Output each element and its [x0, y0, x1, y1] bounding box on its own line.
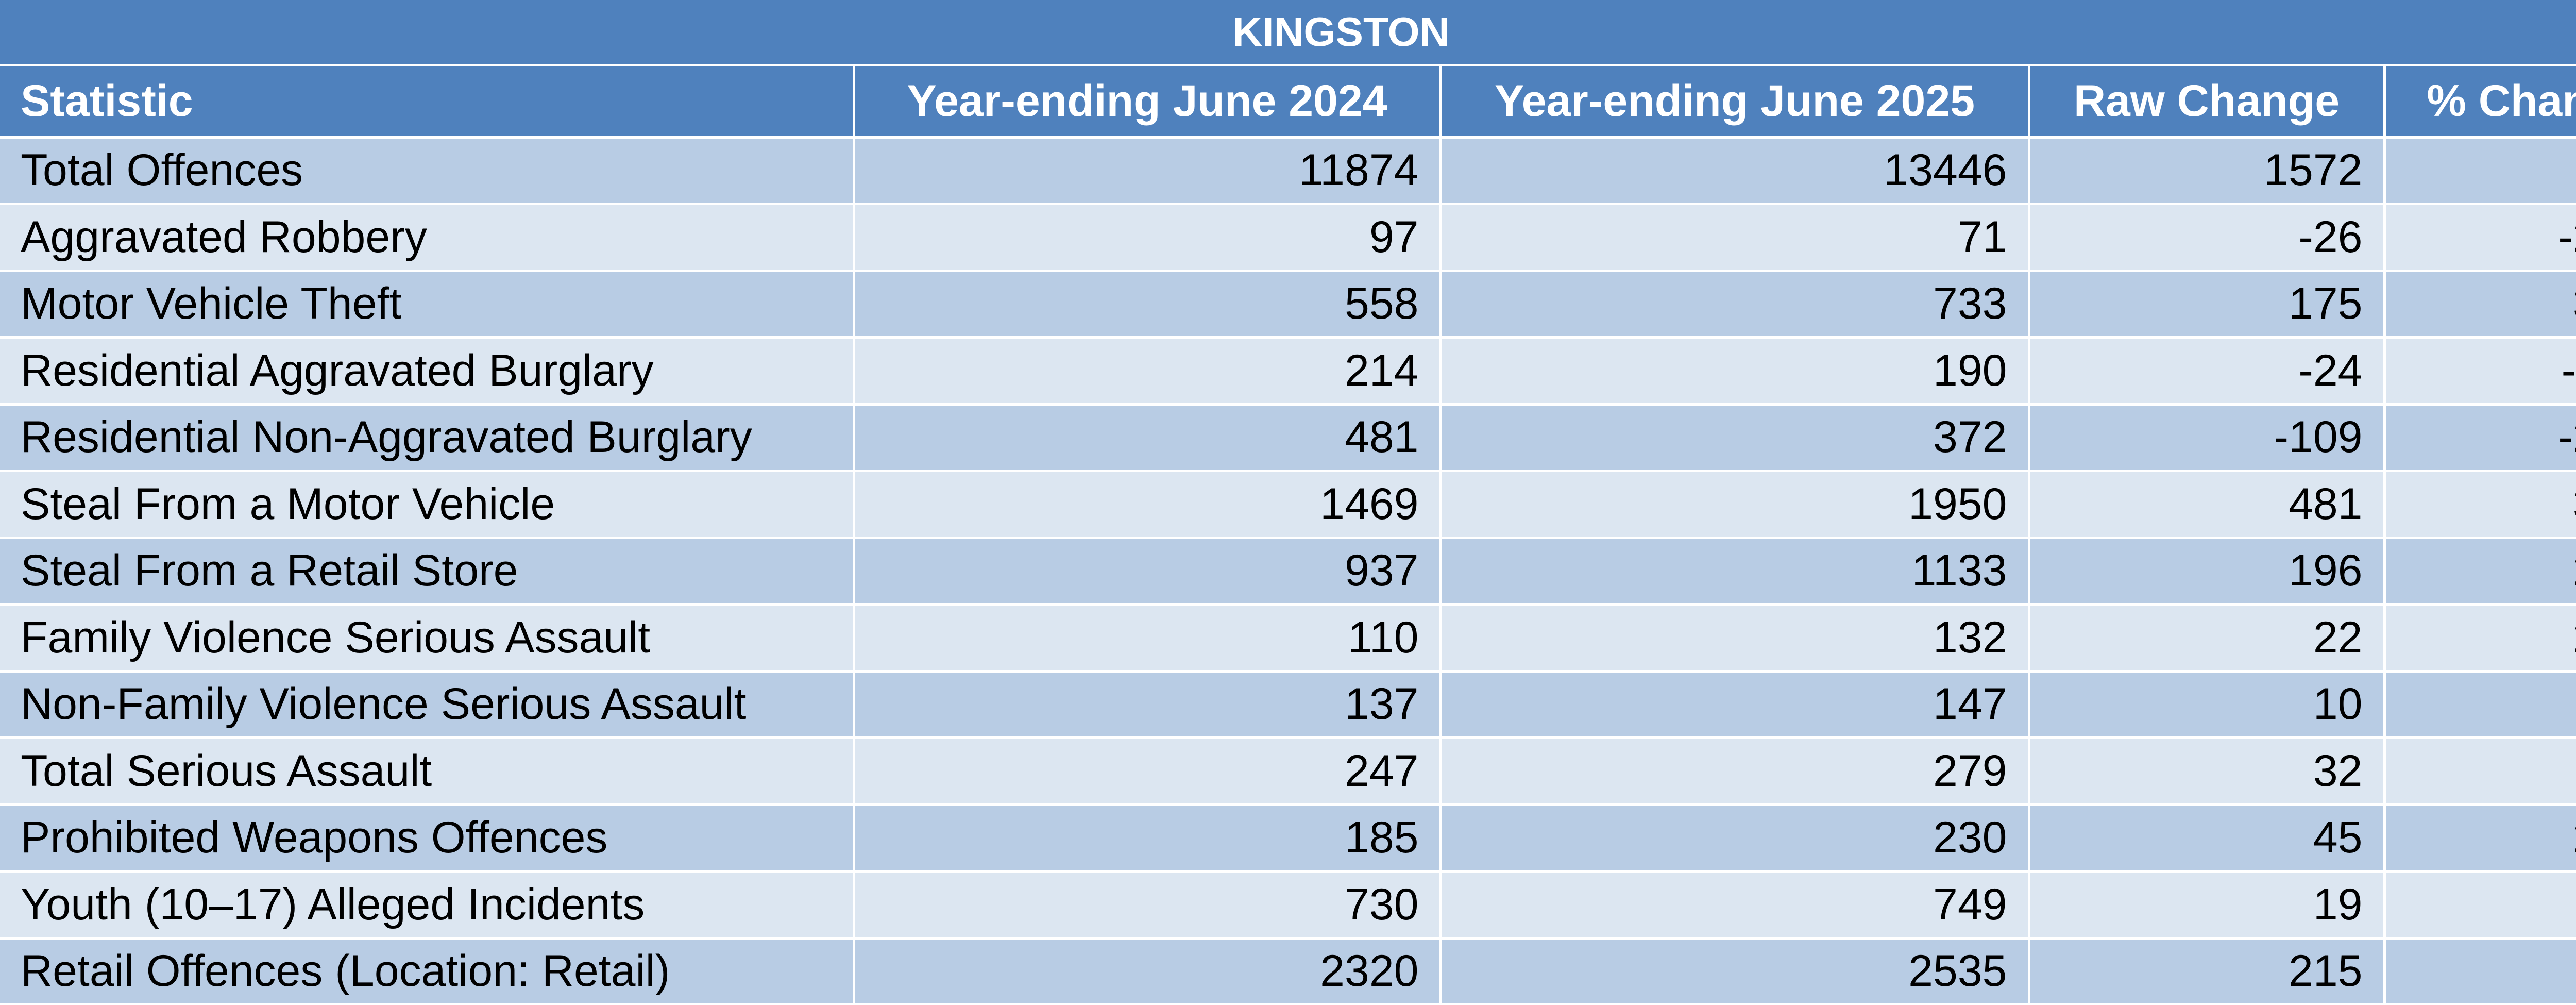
- cell: 1950: [1439, 470, 2030, 539]
- cell: 481: [852, 403, 1442, 472]
- cell: 3%: [2383, 870, 2576, 940]
- table-row: Total Serious Assault2472793213%: [0, 736, 2576, 806]
- cell: -27%: [2383, 203, 2576, 272]
- table-row: Retail Offences (Location: Retail) 2320 25…: [0, 936, 2576, 1005]
- cell: 1572: [2027, 136, 2386, 205]
- cell: 32: [2027, 736, 2386, 806]
- cell: 97: [852, 203, 1442, 272]
- table-body: Total Offences1187413446157213%Aggravate…: [0, 136, 2576, 1005]
- cell: 372: [1439, 403, 2030, 472]
- cell: 45: [2027, 803, 2386, 873]
- column-header: Statistic: [0, 63, 855, 139]
- cell: 215: [2027, 936, 2386, 1005]
- row-label: Residential Non-Aggravated Burglary: [0, 403, 855, 472]
- row-label: Youth (10–17) Alleged Incidents: [0, 870, 855, 940]
- row-label: Steal From a Motor Vehicle: [0, 470, 855, 539]
- cell: 21%: [2383, 536, 2576, 606]
- table-row: Residential Aggravated Burglary 214 190 -24…: [0, 336, 2576, 406]
- cell: -23%: [2383, 403, 2576, 472]
- cell: 185: [852, 803, 1442, 873]
- cell: -24: [2027, 336, 2386, 406]
- row-label: Total Offences: [0, 136, 855, 205]
- row-label: Steal From a Retail Store: [0, 536, 855, 606]
- header-row: Statistic Year-ending June 2024 Year-endin…: [0, 63, 2576, 139]
- cell: 7%: [2383, 669, 2576, 739]
- table-row: Motor Vehicle Theft55873317531%: [0, 269, 2576, 339]
- cell: 13446: [1439, 136, 2030, 205]
- column-header: % Change: [2383, 63, 2576, 139]
- cell: 20%: [2383, 603, 2576, 673]
- cell: -11%: [2383, 336, 2576, 406]
- row-label: Prohibited Weapons Offences: [0, 803, 855, 873]
- row-label: Non-Family Violence Serious Assault: [0, 669, 855, 739]
- table-row: Steal From a Motor Vehicle1469195048133%: [0, 470, 2576, 539]
- cell: 137: [852, 669, 1442, 739]
- cell: 481: [2027, 470, 2386, 539]
- cell: 9%: [2383, 936, 2576, 1005]
- cell: 1469: [852, 470, 1442, 539]
- row-label: Residential Aggravated Burglary: [0, 336, 855, 406]
- cell: 10: [2027, 669, 2386, 739]
- cell: 937: [852, 536, 1442, 606]
- row-label: Total Serious Assault: [0, 736, 855, 806]
- cell: 558: [852, 269, 1442, 339]
- table-row: Youth (10–17) Alleged Incidents730749193…: [0, 870, 2576, 940]
- table-row: Family Violence Serious Assault110132222…: [0, 603, 2576, 673]
- cell: 19: [2027, 870, 2386, 940]
- cell: 247: [852, 736, 1442, 806]
- cell: 214: [852, 336, 1442, 406]
- cell: 31%: [2383, 269, 2576, 339]
- table-row: Prohibited Weapons Offences1852304524%: [0, 803, 2576, 873]
- row-label: Aggravated Robbery: [0, 203, 855, 272]
- cell: 175: [2027, 269, 2386, 339]
- table-row: Non-Family Violence Serious Assault 137 14…: [0, 669, 2576, 739]
- column-header: Raw Change: [2027, 63, 2386, 139]
- cell: -26: [2027, 203, 2386, 272]
- column-header: Year-ending June 2025: [1439, 63, 2030, 139]
- cell: 730: [852, 870, 1442, 940]
- cell: 1133: [1439, 536, 2030, 606]
- table-row: Steal From a Retail Store937113319621%: [0, 536, 2576, 606]
- column-header: Year-ending June 2024: [852, 63, 1442, 139]
- cell: 132: [1439, 603, 2030, 673]
- row-label: Retail Offences (Location: Retail): [0, 936, 855, 1005]
- cell: 33%: [2383, 470, 2576, 539]
- cell: 110: [852, 603, 1442, 673]
- table-row: Total Offences1187413446157213%: [0, 136, 2576, 205]
- cell: 196: [2027, 536, 2386, 606]
- cell: 749: [1439, 870, 2030, 940]
- cell: 2320: [852, 936, 1442, 1005]
- cell: 11874: [852, 136, 1442, 205]
- row-label: Family Violence Serious Assault: [0, 603, 855, 673]
- cell: 733: [1439, 269, 2030, 339]
- row-label: Motor Vehicle Theft: [0, 269, 855, 339]
- cell: 147: [1439, 669, 2030, 739]
- cell: 24%: [2383, 803, 2576, 873]
- cell: 230: [1439, 803, 2030, 873]
- cell: 190: [1439, 336, 2030, 406]
- cell: 13%: [2383, 136, 2576, 205]
- cell: 279: [1439, 736, 2030, 806]
- title-row: KINGSTON: [0, 0, 2576, 66]
- table-row: Residential Non-Aggravated Burglary 481 37…: [0, 403, 2576, 472]
- cell: 2535: [1439, 936, 2030, 1005]
- table-title: KINGSTON: [0, 0, 2576, 66]
- cell: 22: [2027, 603, 2386, 673]
- cell: 71: [1439, 203, 2030, 272]
- cell: 13%: [2383, 736, 2576, 806]
- cell: -109: [2027, 403, 2386, 472]
